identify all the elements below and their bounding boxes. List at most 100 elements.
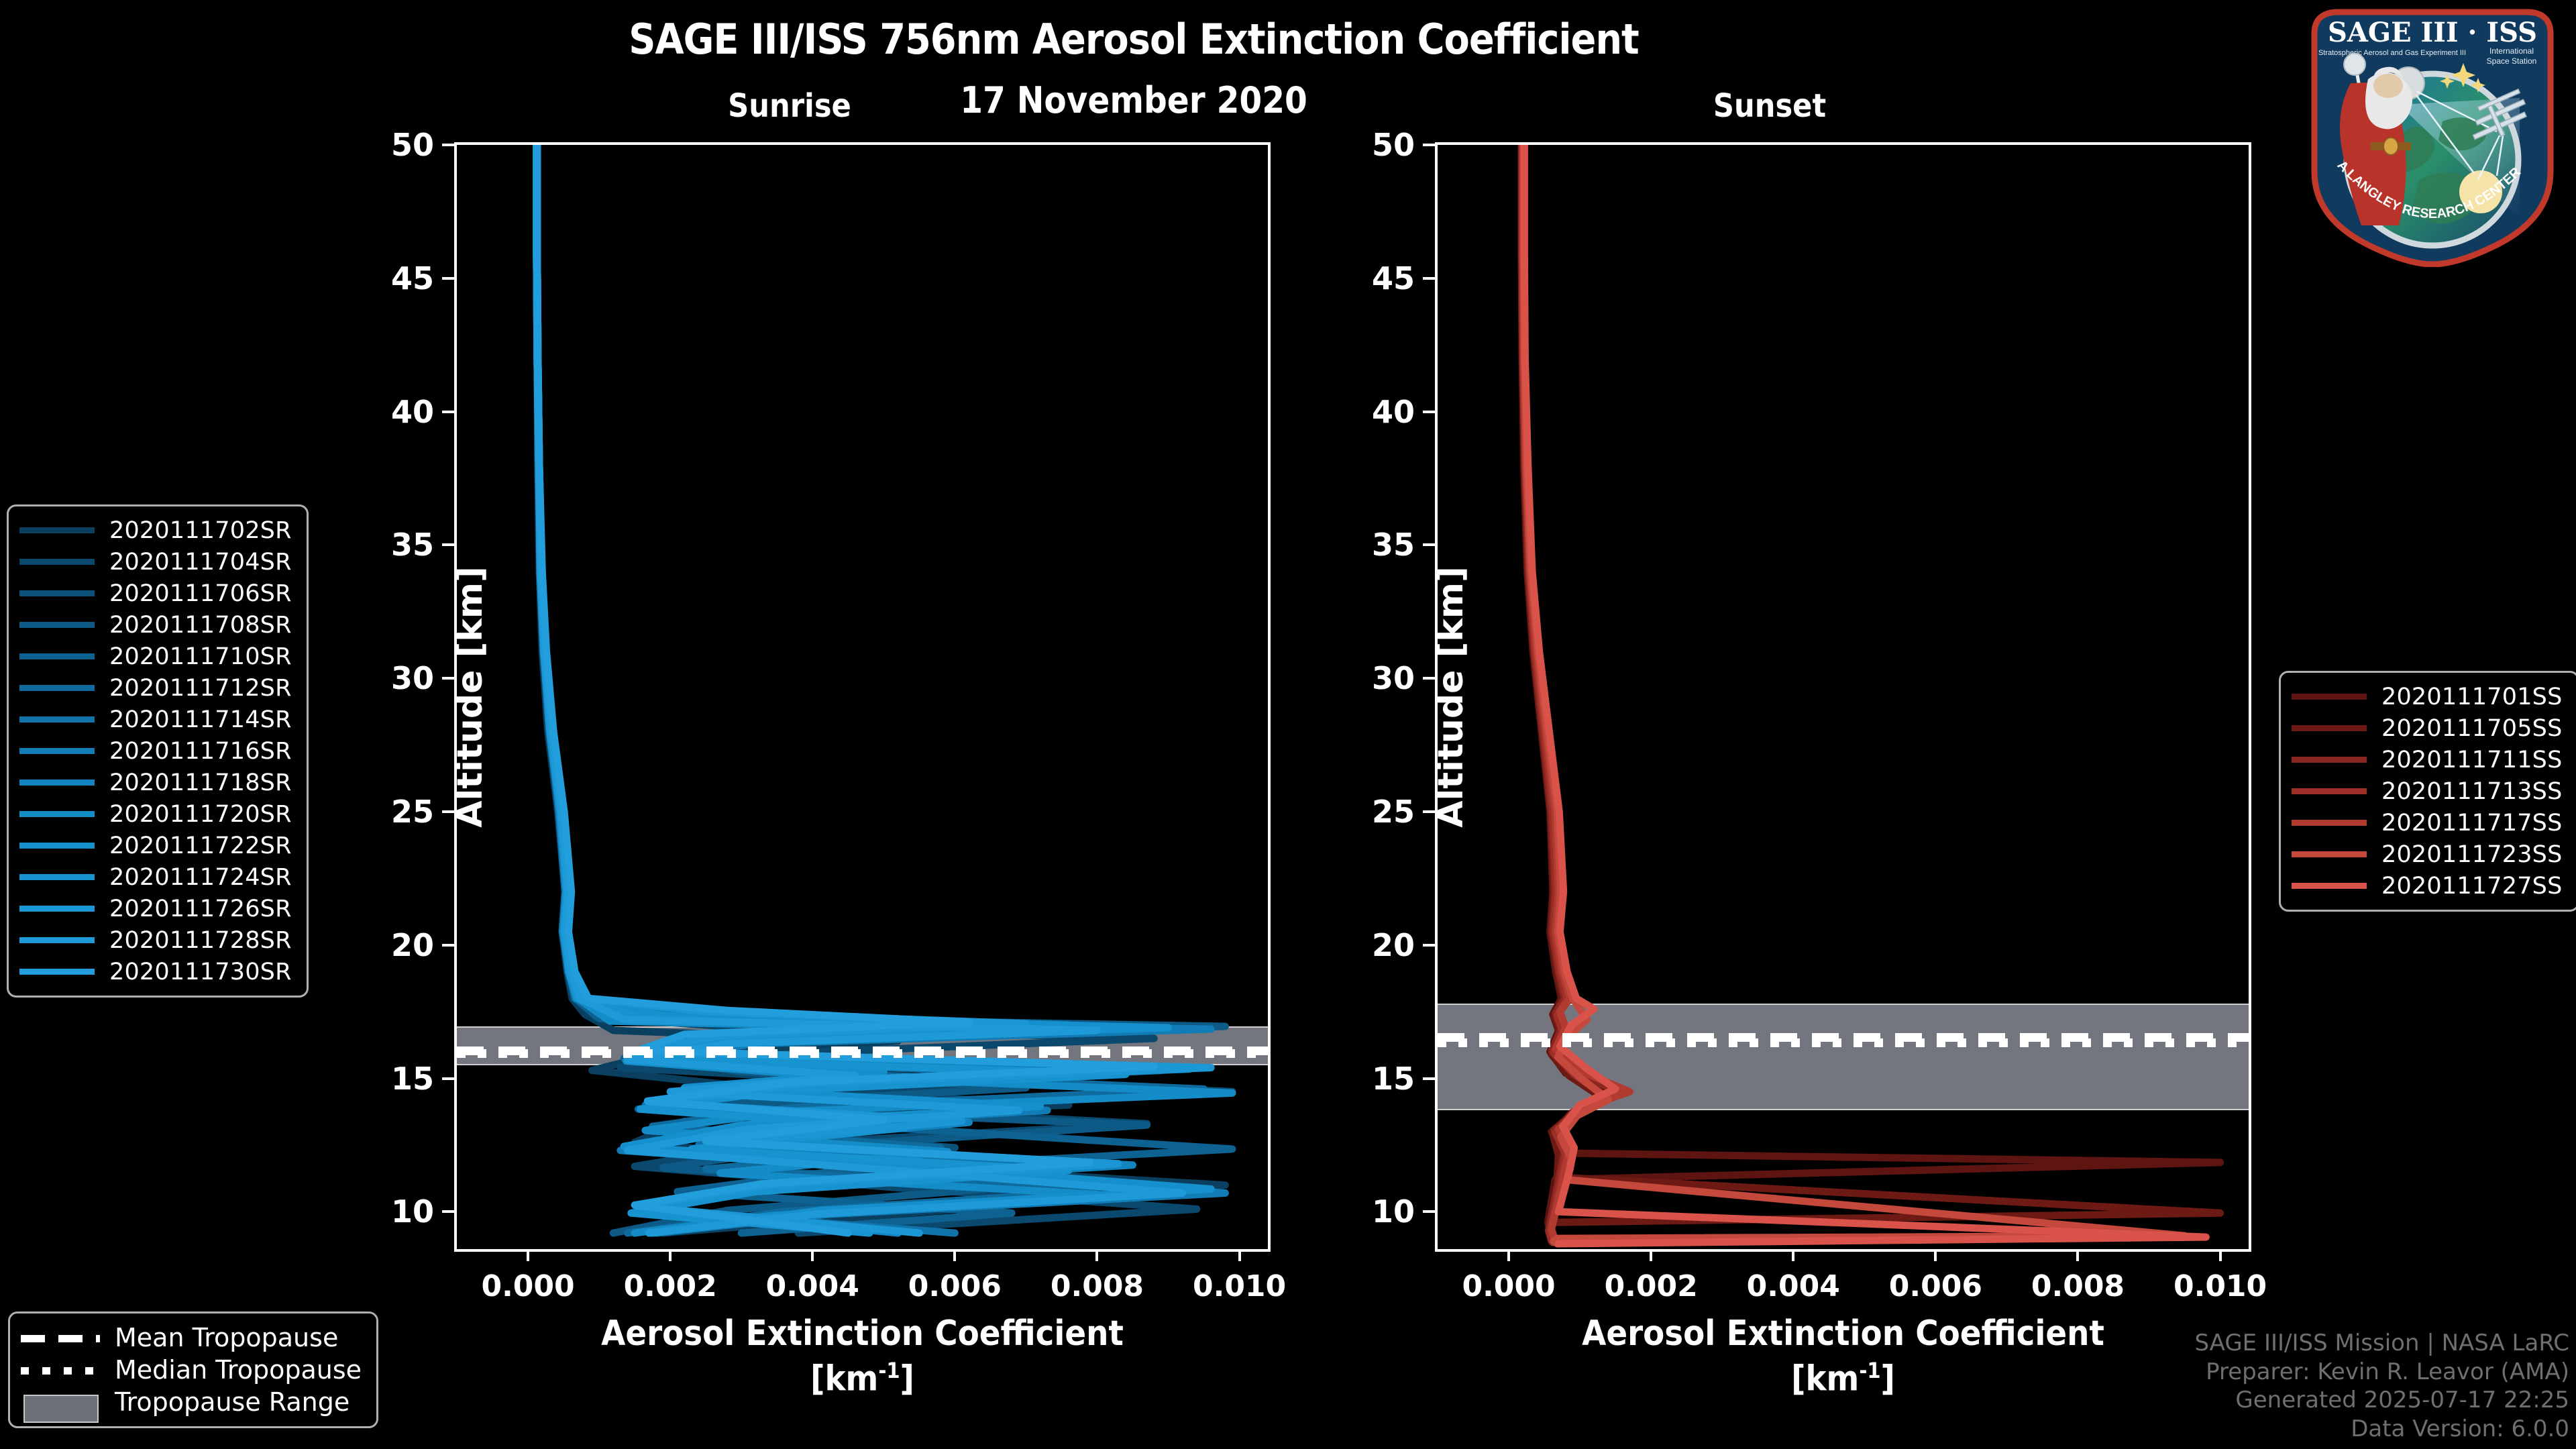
legend-color-swatch: [2292, 820, 2367, 826]
sunrise-plot-axes: Altitude [km] Aerosol Extinction Coeffic…: [391, 127, 1286, 1399]
y-tick-mark: [442, 943, 454, 947]
legend-color-swatch: [2292, 788, 2367, 794]
series-line: [1517, 145, 2224, 1245]
page-title: SAGE III/ISS 756nm Aerosol Extinction Co…: [629, 15, 1639, 64]
legend-item-label: 2020111728SR: [109, 926, 292, 954]
y-tick-label: 50: [1371, 127, 1415, 163]
dotted-line-icon: [21, 1362, 100, 1377]
series-lines: [1517, 145, 2224, 1248]
series-line: [1520, 145, 2210, 1248]
series-lines: [533, 145, 1236, 1237]
legend-item[interactable]: 2020111701SS: [2292, 681, 2563, 712]
x-tick-label: 0.002: [1604, 1269, 1698, 1303]
x-tick-mark: [953, 1249, 957, 1261]
tropopause-legend-item[interactable]: Mean Tropopause: [21, 1322, 362, 1354]
legend-item[interactable]: 2020111726SR: [19, 893, 292, 924]
legend-item[interactable]: 2020111728SR: [19, 924, 292, 956]
sunset-legend: 2020111701SS 2020111705SS 2020111711SS 2020…: [2279, 671, 2576, 912]
legend-item-label: 2020111706SR: [109, 580, 292, 607]
x-tick-label: 0.002: [623, 1269, 717, 1303]
legend-item-label: 2020111724SR: [109, 863, 292, 891]
x-tick-label: 0.008: [1050, 1269, 1144, 1303]
legend-color-swatch: [19, 937, 95, 943]
legend-item-label: 2020111718SR: [109, 769, 292, 796]
x-tick-mark: [1792, 1249, 1795, 1261]
legend-item-label: 2020111712SR: [109, 674, 292, 702]
legend-item[interactable]: 2020111722SR: [19, 830, 292, 861]
y-tick-mark: [1423, 810, 1435, 813]
legend-color-swatch: [19, 843, 95, 849]
legend-item-label: 2020111701SS: [2381, 683, 2563, 710]
legend-item[interactable]: 2020111711SS: [2292, 744, 2563, 775]
y-tick-label: 15: [1371, 1060, 1415, 1097]
legend-item[interactable]: 2020111712SR: [19, 672, 292, 704]
legend-color-swatch: [19, 906, 95, 912]
x-tick-mark: [669, 1249, 672, 1261]
x-tick-mark: [1238, 1249, 1241, 1261]
legend-item-label: 2020111713SS: [2381, 777, 2563, 805]
y-tick-label: 35: [1371, 527, 1415, 564]
legend-item-label: 2020111717SS: [2381, 809, 2563, 837]
y-tick-mark: [442, 677, 454, 680]
y-tick-label: 20: [1371, 926, 1415, 963]
x-axis-label-right-line2: [km-1]: [1791, 1358, 1895, 1399]
y-tick-label: 40: [390, 393, 434, 430]
x-tick-mark: [1650, 1249, 1653, 1261]
legend-color-swatch: [19, 685, 95, 691]
x-tick-label: 0.008: [2031, 1269, 2125, 1303]
credit-data-version: Data Version: 6.0.0: [2351, 1415, 2569, 1443]
logo-subtitle-left: Stratospheric Aerosol and Gas Experiment…: [2318, 49, 2466, 57]
legend-item[interactable]: 2020111713SS: [2292, 775, 2563, 807]
legend-item[interactable]: 2020111727SS: [2292, 870, 2563, 902]
x-tick-label: 0.004: [765, 1269, 859, 1303]
tropopause-legend-label: Mean Tropopause: [115, 1323, 339, 1352]
legend-color-swatch: [19, 653, 95, 659]
sage-iii-iss-mission-patch-logo: SAGE III · ISS Stratospheric Aerosol and…: [2294, 0, 2567, 268]
x-tick-mark: [1934, 1249, 1937, 1261]
legend-color-swatch: [2292, 694, 2367, 700]
median-tropopause-line: [1438, 1038, 2249, 1047]
x-tick-mark: [1507, 1249, 1511, 1261]
legend-item-label: 2020111727SS: [2381, 872, 2563, 900]
y-tick-mark: [1423, 1210, 1435, 1214]
legend-color-swatch: [2292, 757, 2367, 763]
y-tick-mark: [1423, 543, 1435, 547]
legend-color-swatch: [2292, 883, 2367, 889]
x-tick-mark: [2076, 1249, 2080, 1261]
y-tick-mark: [442, 276, 454, 280]
legend-item[interactable]: 2020111714SR: [19, 704, 292, 735]
x-axis-label-left-line2: [km-1]: [810, 1358, 914, 1399]
legend-item[interactable]: 2020111730SR: [19, 956, 292, 987]
legend-color-swatch: [19, 748, 95, 754]
legend-item[interactable]: 2020111723SS: [2292, 839, 2563, 870]
legend-item[interactable]: 2020111720SR: [19, 798, 292, 830]
legend-item-label: 2020111714SR: [109, 706, 292, 733]
x-tick-label: 0.010: [2173, 1269, 2267, 1303]
sunset-panel-title: Sunset: [1713, 87, 1827, 125]
logo-subtitle-right-1: International: [2489, 46, 2534, 56]
legend-color-swatch: [19, 527, 95, 533]
tropopause-legend-item[interactable]: Tropopause Range: [21, 1386, 362, 1423]
legend-item[interactable]: 2020111724SR: [19, 861, 292, 893]
y-tick-mark: [1423, 677, 1435, 680]
x-tick-mark: [527, 1249, 530, 1261]
legend-item[interactable]: 2020111716SR: [19, 735, 292, 767]
legend-item[interactable]: 2020111704SR: [19, 546, 292, 578]
x-tick-label: 0.006: [908, 1269, 1002, 1303]
credit-generated: Generated 2025-07-17 22:25: [2235, 1387, 2569, 1414]
legend-item[interactable]: 2020111702SR: [19, 515, 292, 546]
legend-item[interactable]: 2020111705SS: [2292, 712, 2563, 744]
legend-item[interactable]: 2020111706SR: [19, 578, 292, 609]
legend-item[interactable]: 2020111708SR: [19, 609, 292, 641]
y-tick-label: 30: [390, 660, 434, 697]
legend-color-swatch: [19, 874, 95, 880]
legend-item[interactable]: 2020111710SR: [19, 641, 292, 672]
legend-color-swatch: [2292, 851, 2367, 857]
logo-subtitle-right-2: Space Station: [2487, 56, 2537, 66]
tropopause-legend-item[interactable]: Median Tropopause: [21, 1354, 362, 1386]
x-tick-mark: [811, 1249, 814, 1261]
legend-item[interactable]: 2020111718SR: [19, 767, 292, 798]
legend-color-swatch: [19, 969, 95, 975]
legend-color-swatch: [19, 716, 95, 722]
legend-item[interactable]: 2020111717SS: [2292, 807, 2563, 839]
